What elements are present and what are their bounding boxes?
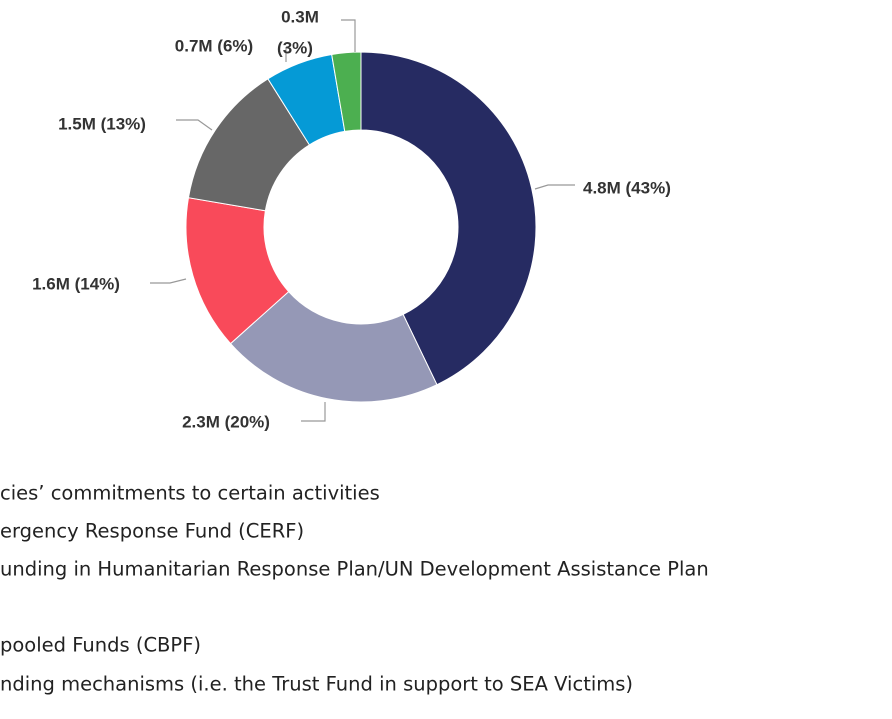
data-label: 1.5M (13%) [58, 114, 146, 133]
legend-entry: ergency Response Fund (CERF) [0, 520, 304, 543]
leader-line [301, 402, 326, 422]
slice [331, 51, 362, 132]
leader-line [176, 119, 213, 131]
data-label: 4.8M (43%) [583, 178, 671, 197]
slice [229, 290, 438, 403]
leader-line [150, 278, 187, 284]
data-label: (3%) [277, 38, 313, 57]
leader-line [534, 184, 575, 190]
data-label: 0.3M [281, 7, 319, 26]
legend-entry: nding mechanisms (i.e. the Trust Fund in… [0, 673, 633, 696]
slice [360, 51, 537, 386]
legend-entry: pooled Funds (CBPF) [0, 634, 201, 657]
legend-entry: unding in Humanitarian Response Plan/UN … [0, 558, 709, 581]
leader-line [341, 19, 356, 52]
data-label: 1.6M (14%) [32, 274, 120, 293]
data-label: 2.3M (20%) [182, 412, 270, 431]
legend-entry: cies’ commitments to certain activities [0, 482, 380, 505]
data-label: 0.7M (6%) [175, 36, 253, 55]
